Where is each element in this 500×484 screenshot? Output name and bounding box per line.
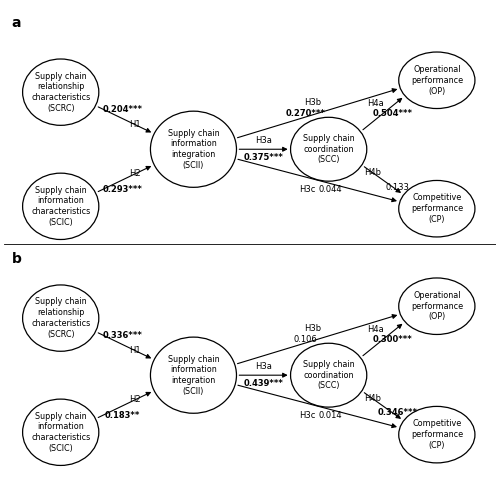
Text: Competitive
performance
(CP): Competitive performance (CP) [411,420,463,450]
Text: Supply chain
relationship
characteristics
(SCRC): Supply chain relationship characteristic… [31,298,90,339]
Text: 0.204***: 0.204*** [102,105,142,114]
Text: 0.439***: 0.439*** [244,379,284,388]
Text: 0.133: 0.133 [386,182,409,192]
Text: 0.300***: 0.300*** [372,335,412,344]
Text: H4a: H4a [367,325,384,333]
Text: H1: H1 [129,346,140,355]
Text: Supply chain
information
integration
(SCII): Supply chain information integration (SC… [168,129,220,170]
Text: H3a: H3a [255,362,272,371]
Text: Supply chain
relationship
characteristics
(SCRC): Supply chain relationship characteristic… [31,72,90,113]
Text: H2: H2 [129,394,140,404]
Text: Supply chain
information
integration
(SCII): Supply chain information integration (SC… [168,355,220,396]
Text: 0.336***: 0.336*** [102,331,142,340]
Text: b: b [12,252,22,266]
Text: H3b: H3b [304,98,321,107]
Text: Supply chain
coordination
(SCC): Supply chain coordination (SCC) [303,360,354,391]
Text: H2: H2 [129,168,140,178]
Text: H3a: H3a [255,136,272,145]
Text: Operational
performance
(OP): Operational performance (OP) [411,291,463,321]
Text: H3c: H3c [300,411,316,420]
Text: H4b: H4b [364,168,382,177]
Text: H4a: H4a [367,99,384,108]
Text: Competitive
performance
(CP): Competitive performance (CP) [411,194,463,224]
Text: 0.014: 0.014 [318,411,342,420]
Text: 0.293***: 0.293*** [102,185,142,194]
Text: H3b: H3b [304,324,321,333]
Text: 0.346***: 0.346*** [378,408,418,418]
Text: H3c: H3c [300,185,316,194]
Text: Supply chain
information
characteristics
(SCIC): Supply chain information characteristics… [31,411,90,453]
Text: 0.270***: 0.270*** [286,109,325,118]
Text: 0.504***: 0.504*** [372,109,412,118]
Text: 0.106: 0.106 [294,335,317,344]
Text: a: a [12,16,21,30]
Text: 0.375***: 0.375*** [244,153,284,162]
Text: 0.183**: 0.183** [104,411,140,420]
Text: Operational
performance
(OP): Operational performance (OP) [411,65,463,95]
Text: Supply chain
coordination
(SCC): Supply chain coordination (SCC) [303,134,354,165]
Text: H4b: H4b [364,394,382,403]
Text: 0.044: 0.044 [318,185,342,194]
Text: Supply chain
information
characteristics
(SCIC): Supply chain information characteristics… [31,186,90,227]
Text: H1: H1 [129,120,140,129]
